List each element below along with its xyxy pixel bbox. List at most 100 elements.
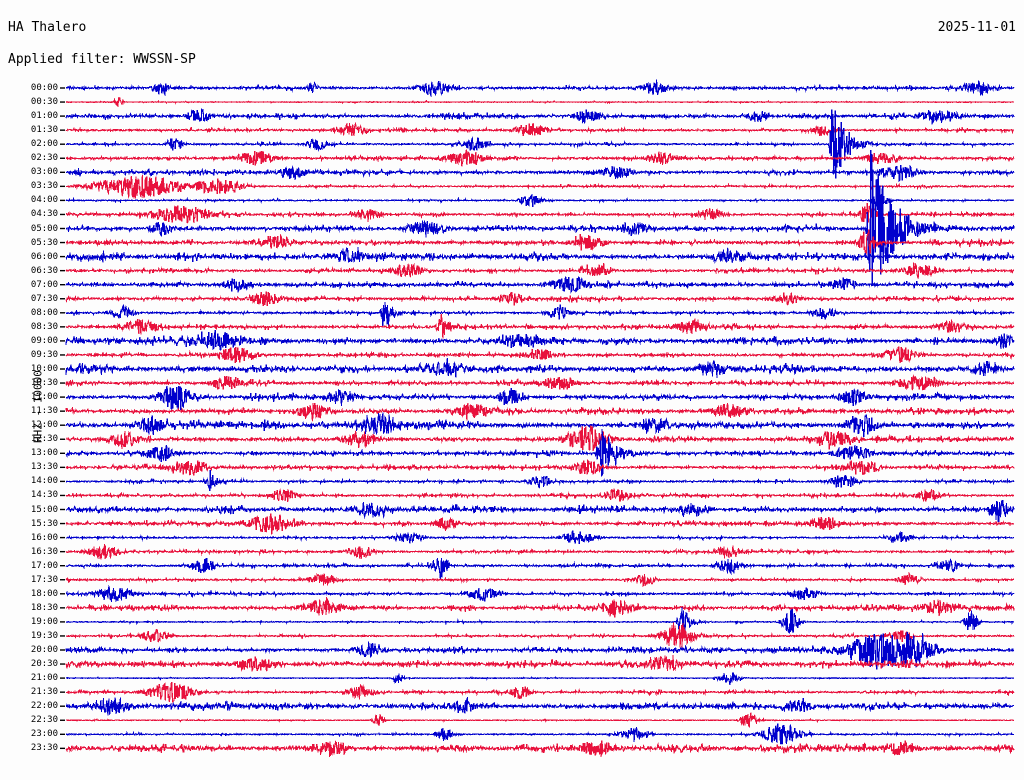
time-label: 03:30	[30, 181, 58, 192]
trace-line	[65, 428, 1015, 477]
trace-line	[65, 712, 1015, 728]
time-label: 00:30	[30, 97, 58, 108]
trace-line	[65, 597, 1015, 618]
time-label: 07:30	[30, 293, 58, 304]
time-label: 06:30	[30, 265, 58, 276]
trace-line	[65, 373, 1015, 391]
time-label: 08:30	[30, 321, 58, 332]
time-label: 17:30	[30, 574, 58, 585]
time-label: 18:30	[30, 602, 58, 613]
trace-line	[65, 150, 1015, 286]
time-label: 03:00	[30, 167, 58, 178]
time-label: 14:00	[30, 476, 58, 487]
trace-line	[65, 607, 1015, 634]
time-label: 08:00	[30, 307, 58, 318]
trace-line	[65, 174, 1015, 200]
trace-line	[65, 469, 1015, 491]
time-label: 05:30	[30, 237, 58, 248]
trace-line	[65, 631, 1015, 670]
time-label: 01:30	[30, 125, 58, 136]
time-label: 10:30	[30, 378, 58, 389]
trace-line	[65, 386, 1015, 411]
time-label: 11:00	[30, 392, 58, 403]
time-label: 13:30	[30, 462, 58, 473]
time-label: 14:30	[30, 490, 58, 501]
time-label: 11:30	[30, 406, 58, 417]
trace-line	[65, 544, 1015, 561]
trace-line	[65, 622, 1015, 648]
time-label: 21:30	[30, 687, 58, 698]
trace-line	[65, 301, 1015, 327]
trace-line	[65, 459, 1015, 477]
station-title: HA Thalero	[8, 20, 87, 35]
time-label: 15:00	[30, 504, 58, 515]
trace-line	[65, 697, 1015, 716]
trace-line	[65, 584, 1015, 603]
trace-line	[65, 107, 1015, 125]
trace-line	[65, 487, 1015, 503]
time-label: 18:00	[30, 588, 58, 599]
trace-line	[65, 330, 1015, 351]
trace-line	[65, 402, 1015, 422]
trace-line	[65, 202, 1015, 225]
time-label: 19:00	[30, 616, 58, 627]
trace-line	[65, 571, 1015, 587]
time-label: 16:00	[30, 532, 58, 543]
time-label: 07:00	[30, 279, 58, 290]
trace-line	[65, 122, 1015, 137]
time-label: 04:00	[30, 195, 58, 206]
time-label: 05:00	[30, 223, 58, 234]
trace-line	[65, 655, 1015, 673]
time-label: 22:00	[30, 701, 58, 712]
time-label: 16:30	[30, 546, 58, 557]
trace-line	[65, 149, 1015, 167]
trace-line	[65, 313, 1015, 339]
time-label: 23:30	[30, 743, 58, 754]
time-axis-labels: 00:00 00:30 01:00 01:30 02:00 02:30 03:00 03:30…	[0, 80, 62, 775]
trace-line	[65, 530, 1015, 544]
time-label: 00:00	[30, 83, 58, 93]
time-label: 21:00	[30, 673, 58, 684]
time-label: 15:30	[30, 518, 58, 529]
trace-line	[65, 192, 1015, 208]
trace-line	[65, 499, 1015, 523]
trace-line	[65, 723, 1015, 745]
trace-line	[65, 346, 1015, 364]
trace-line	[65, 357, 1015, 378]
time-label: 22:30	[30, 715, 58, 726]
trace-line	[65, 681, 1015, 705]
time-label: 19:30	[30, 630, 58, 641]
trace-line	[65, 96, 1015, 107]
time-label: 04:30	[30, 209, 58, 220]
time-label: 12:30	[30, 434, 58, 445]
trace-line	[65, 109, 1015, 179]
trace-line	[65, 262, 1015, 280]
trace-line	[65, 671, 1015, 686]
trace-line	[65, 247, 1015, 264]
trace-line	[65, 291, 1015, 307]
time-label: 02:00	[30, 139, 58, 150]
time-label: 17:00	[30, 560, 58, 571]
trace-line	[65, 740, 1015, 758]
time-label: 06:00	[30, 251, 58, 262]
time-label: 13:00	[30, 448, 58, 459]
time-label: 02:30	[30, 153, 58, 164]
trace-line	[65, 513, 1015, 535]
trace-line	[65, 79, 1015, 98]
trace-line	[65, 412, 1015, 437]
record-date: 2025-11-01	[937, 20, 1016, 35]
trace-line	[65, 164, 1015, 182]
trace-line	[65, 425, 1015, 451]
time-label: 23:00	[30, 729, 58, 740]
time-label: 10:00	[30, 364, 58, 374]
time-label: 20:30	[30, 659, 58, 670]
trace-line	[65, 557, 1015, 579]
trace-line	[65, 229, 1015, 255]
time-label: 09:30	[30, 349, 58, 360]
time-label: 01:00	[30, 111, 58, 122]
time-label: 09:00	[30, 335, 58, 346]
time-label: 20:00	[30, 645, 58, 655]
time-label: 12:00	[30, 420, 58, 431]
